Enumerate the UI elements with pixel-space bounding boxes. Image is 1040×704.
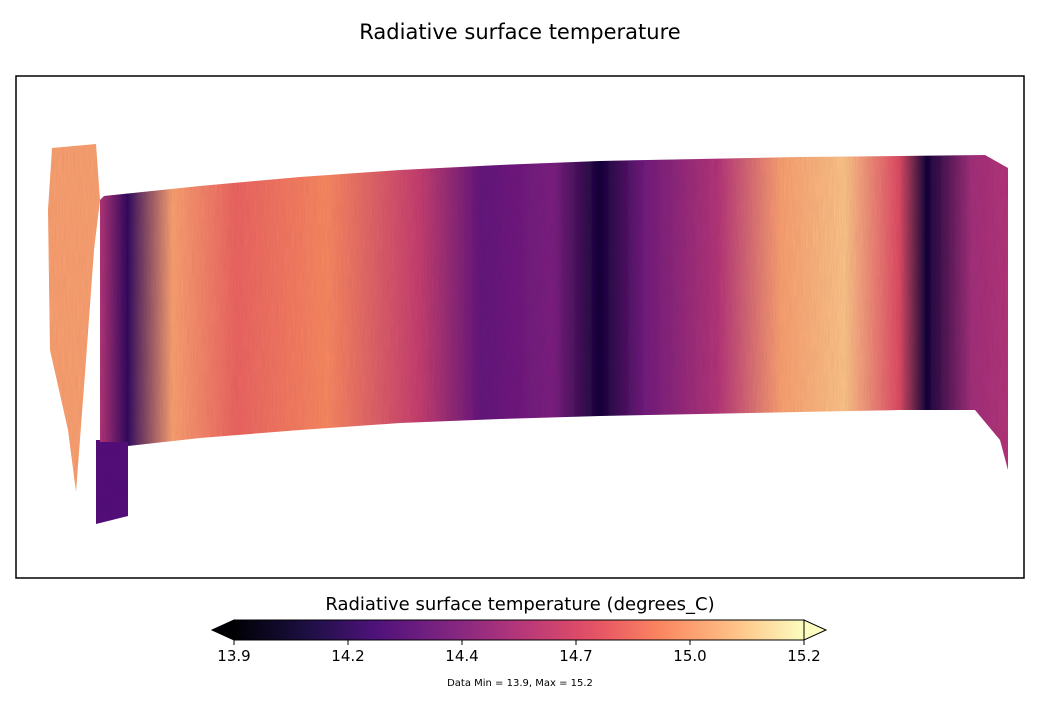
colorbar-tick-label: 15.2 <box>787 647 821 665</box>
heatmap-layer <box>48 144 1008 524</box>
colorbar-over-arrow <box>803 619 828 641</box>
colorbar-bar <box>233 619 805 641</box>
swath-bottom-strip <box>96 440 128 524</box>
colorbar <box>210 619 828 645</box>
colorbar-tick-label: 13.9 <box>217 647 251 665</box>
colorbar-tick-label: 14.4 <box>445 647 479 665</box>
chart-title: Radiative surface temperature <box>359 20 681 44</box>
colorbar-tick-label: 14.7 <box>559 647 593 665</box>
data-min-max-note: Data Min = 13.9, Max = 15.2 <box>447 678 593 689</box>
colorbar-tick-label: 14.2 <box>331 647 365 665</box>
colorbar-tick-label: 15.0 <box>673 647 707 665</box>
colorbar-label: Radiative surface temperature (degrees_C… <box>325 594 715 615</box>
swath-left-panel <box>48 144 100 492</box>
colorbar-under-arrow <box>210 619 235 641</box>
swath-main <box>100 155 1008 470</box>
